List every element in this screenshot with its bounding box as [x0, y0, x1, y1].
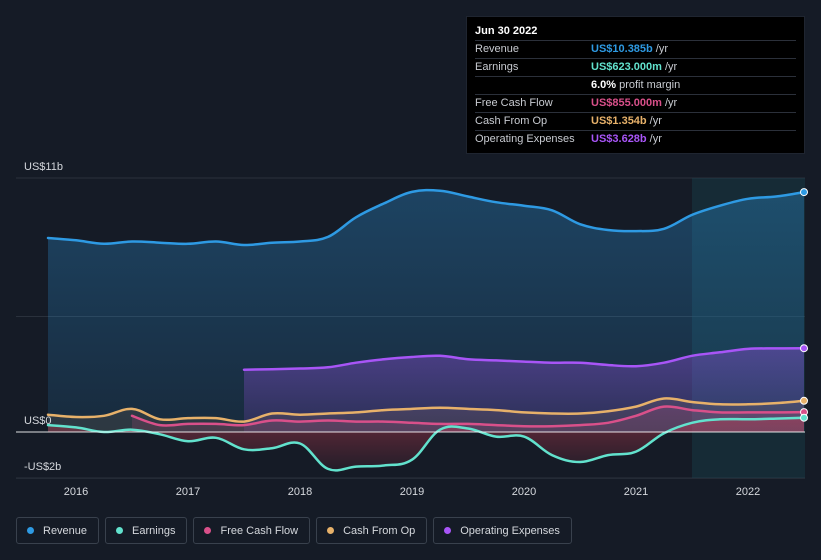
x-tick-label: 2018 [288, 486, 312, 498]
tooltip-unit: /yr [664, 61, 678, 73]
legend-dot-icon [444, 527, 452, 534]
legend-label: Revenue [43, 524, 88, 537]
x-tick-label: 2021 [624, 486, 648, 498]
earnings-endpoint [800, 413, 808, 422]
legend-dot-icon [116, 527, 124, 534]
tooltip-label: Operating Expenses [475, 133, 575, 145]
operating-expenses-endpoint [800, 344, 808, 353]
legend-item[interactable]: Cash From Op [316, 517, 428, 544]
x-axis-labels: 2016 2017 2018 2019 2020 2021 2022 [64, 486, 760, 498]
tooltip-unit: /yr [649, 115, 662, 127]
tooltip-unit: /yr [664, 97, 678, 109]
legend-item[interactable]: Revenue [16, 517, 100, 544]
tooltip-label: Free Cash Flow [475, 97, 553, 109]
legend-item[interactable]: Operating Expenses [433, 517, 572, 544]
legend-label: Cash From Op [343, 524, 416, 537]
tooltip-row: Operating Expenses US$3.628b/yr [475, 130, 796, 148]
tooltip-unit: /yr [649, 133, 662, 145]
legend-dot-icon [27, 527, 34, 534]
x-tick-label: 2020 [512, 486, 536, 498]
tooltip-value: US$10.385b [591, 43, 653, 55]
tooltip-value: 6.0% [591, 79, 617, 91]
cash-from-op-area [48, 398, 804, 432]
y-tick-label: US$11b [24, 161, 63, 173]
tooltip-row: Revenue US$10.385b/yr [475, 40, 796, 58]
x-tick-label: 2022 [736, 486, 760, 498]
cash-from-op-line [46, 397, 806, 423]
y-tick-label: US$0 [24, 415, 52, 427]
cash-from-op-endpoint [800, 396, 808, 405]
series-endpoints [800, 188, 808, 422]
legend-dot-icon [204, 527, 212, 534]
tooltip-value: US$3.628b [591, 133, 647, 145]
tooltip-unit: profit margin [619, 79, 681, 91]
data-tooltip: Jun 30 2022 Revenue US$10.385b/yr Earnings… [466, 16, 805, 154]
legend-item[interactable]: Earnings [105, 517, 188, 544]
tooltip-label [475, 77, 591, 94]
tooltip-row: Free Cash Flow US$855.000m/yr [475, 94, 796, 112]
tooltip-row: 6.0% profit margin [475, 76, 796, 94]
revenue-line [46, 188, 806, 247]
tooltip-label: Cash From Op [475, 115, 548, 127]
tooltip-row: Earnings US$623.000m/yr [475, 58, 796, 76]
x-tick-label: 2016 [64, 486, 88, 498]
tooltip-row: Cash From Op US$1.354b/yr [475, 112, 796, 130]
earnings-line [46, 416, 806, 472]
x-tick-label: 2019 [400, 486, 424, 498]
tooltip-label: Earnings [475, 61, 519, 73]
operating-expenses-line [242, 346, 806, 371]
tooltip-date: Jun 30 2022 [475, 25, 538, 37]
tooltip-value: US$1.354b [591, 115, 647, 127]
tooltip-unit: /yr [655, 43, 668, 55]
x-tick-label: 2017 [176, 486, 200, 498]
legend-label: Operating Expenses [460, 524, 560, 537]
tooltip-label: Revenue [475, 43, 520, 55]
free-cash-flow-line [130, 405, 806, 428]
series-lines [46, 188, 806, 472]
legend-label: Earnings [132, 524, 176, 537]
y-axis-labels: US$11b US$0 -US$2b [24, 161, 63, 473]
tooltip-value: US$623.000m [591, 61, 662, 73]
chart-legend: Revenue Earnings Free Cash Flow Cash From O… [16, 517, 572, 544]
legend-dot-icon [327, 527, 335, 534]
free-cash-flow-area [132, 406, 804, 432]
series-areas [48, 190, 804, 471]
legend-item[interactable]: Free Cash Flow [193, 517, 311, 544]
revenue-endpoint [800, 188, 808, 197]
y-tick-label: -US$2b [24, 461, 61, 473]
tooltip-value: US$855.000m [591, 97, 662, 109]
legend-label: Free Cash Flow [220, 524, 299, 537]
